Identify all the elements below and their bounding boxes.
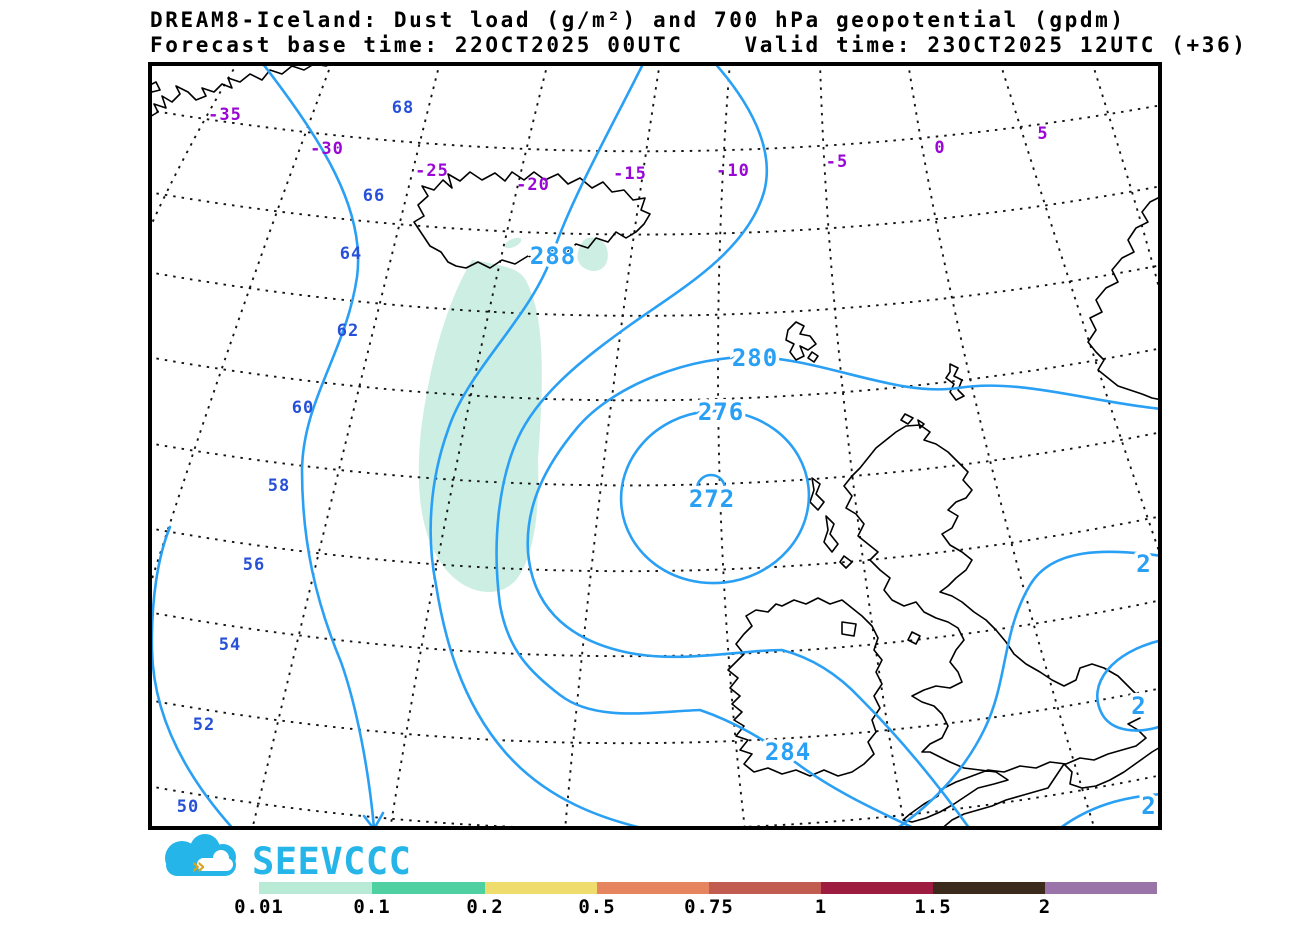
graticule-parallels bbox=[148, 104, 1162, 830]
contour-label-280: 280 bbox=[732, 344, 778, 372]
geopotential-contours bbox=[150, 62, 1162, 830]
seevccc-logo: » SEEVCCC bbox=[165, 834, 411, 883]
shetland-islands bbox=[900, 363, 965, 429]
lon-label--20: -20 bbox=[516, 175, 550, 195]
contour-east-inner bbox=[1096, 638, 1162, 732]
contour-label-2b: 2 bbox=[1131, 692, 1146, 720]
longitude-label-group: -35 -30 -25 -20 -15 -10 -5 0 5 bbox=[208, 105, 1048, 195]
legend-swatch-1 bbox=[259, 882, 372, 894]
france-coast bbox=[939, 745, 1162, 830]
legend-label-0.75: 0.75 bbox=[684, 896, 734, 918]
contour-label-288: 288 bbox=[530, 242, 576, 270]
lon-label-5: 5 bbox=[1037, 124, 1048, 144]
lat-label-58: 58 bbox=[268, 476, 290, 496]
contour-280 bbox=[526, 355, 1162, 830]
lon-label--10: -10 bbox=[716, 161, 750, 181]
dust-legend: 0.01 0.1 0.2 0.5 0.75 1 1.5 2 bbox=[234, 882, 1157, 918]
legend-swatch-5 bbox=[709, 882, 821, 894]
contour-label-2a: 2 bbox=[1136, 550, 1151, 578]
contour-284 bbox=[495, 62, 921, 830]
lat-label-64: 64 bbox=[340, 244, 362, 264]
great-britain-coast bbox=[843, 424, 1147, 823]
contour-276 bbox=[619, 409, 811, 585]
lat-label-54: 54 bbox=[219, 635, 241, 655]
map-frame bbox=[148, 62, 1162, 830]
legend-swatch-8 bbox=[1045, 882, 1157, 894]
legend-swatch-7 bbox=[933, 882, 1045, 894]
legend-swatch-6 bbox=[821, 882, 933, 894]
isle-of-man bbox=[907, 631, 921, 645]
contour-label-272: 272 bbox=[689, 485, 735, 513]
norway-coast bbox=[1087, 195, 1162, 401]
contour-label-284: 284 bbox=[765, 738, 811, 766]
faroe-islands bbox=[785, 321, 819, 363]
lon-label-0: 0 bbox=[934, 138, 945, 158]
contour-east-outer bbox=[892, 550, 1162, 830]
contour-east-bottom bbox=[1055, 792, 1162, 830]
legend-label-2: 2 bbox=[1039, 896, 1051, 918]
legend-label-1.5: 1.5 bbox=[914, 896, 951, 918]
lat-label-68: 68 bbox=[392, 98, 414, 118]
contour-288 bbox=[429, 62, 657, 830]
lon-label--25: -25 bbox=[415, 161, 449, 181]
dust-speck bbox=[504, 237, 522, 249]
iceland-coast bbox=[413, 171, 651, 269]
lat-label-52: 52 bbox=[193, 715, 215, 735]
ireland-coast bbox=[727, 597, 883, 777]
lat-label-66: 66 bbox=[363, 186, 385, 206]
dust-plume-main bbox=[418, 260, 542, 592]
cloud-arrow-icon: » bbox=[191, 852, 205, 880]
contour-label-group: 288 284 280 276 272 2 2 2 bbox=[526, 239, 1159, 824]
contour-292 bbox=[259, 62, 376, 830]
legend-label-0.01: 0.01 bbox=[234, 896, 284, 918]
contour-label-2c: 2 bbox=[1141, 792, 1156, 820]
lough-neagh bbox=[841, 621, 857, 637]
logo-text: SEEVCCC bbox=[252, 840, 411, 883]
legend-swatch-4 bbox=[597, 882, 709, 894]
lat-label-62: 62 bbox=[337, 321, 359, 341]
hebrides-islands bbox=[809, 477, 853, 569]
dust-patch-east bbox=[577, 237, 608, 272]
lat-label-56: 56 bbox=[243, 555, 265, 575]
legend-swatch-2 bbox=[372, 882, 485, 894]
coastlines bbox=[148, 62, 1162, 830]
forecast-times: Forecast base time: 22OCT2025 00UTC Vali… bbox=[150, 33, 1248, 57]
legend-swatch-3 bbox=[485, 882, 597, 894]
lat-label-60: 60 bbox=[292, 398, 314, 418]
contour-296 bbox=[150, 525, 236, 830]
contour-272 bbox=[695, 473, 727, 491]
lat-label-50: 50 bbox=[177, 797, 199, 817]
cloud-icon: » bbox=[165, 834, 236, 880]
legend-tick-labels: 0.01 0.1 0.2 0.5 0.75 1 1.5 2 bbox=[234, 896, 1051, 918]
legend-label-0.5: 0.5 bbox=[578, 896, 615, 918]
lon-label--15: -15 bbox=[613, 164, 647, 184]
lon-label--5: -5 bbox=[826, 152, 848, 172]
legend-label-0.2: 0.2 bbox=[466, 896, 503, 918]
lon-label--30: -30 bbox=[310, 139, 344, 159]
dust-load-area bbox=[418, 237, 608, 592]
contour-label-276: 276 bbox=[698, 398, 744, 426]
legend-label-0.1: 0.1 bbox=[353, 896, 390, 918]
lon-label--35: -35 bbox=[208, 105, 242, 125]
greenland-coast bbox=[148, 62, 335, 119]
legend-label-1: 1 bbox=[815, 896, 827, 918]
latitude-label-group: 68 66 64 62 60 58 56 54 52 50 bbox=[177, 98, 414, 817]
graticule-meridians bbox=[148, 62, 1162, 830]
map-title: DREAM8-Iceland: Dust load (g/m²) and 700… bbox=[150, 8, 1126, 32]
